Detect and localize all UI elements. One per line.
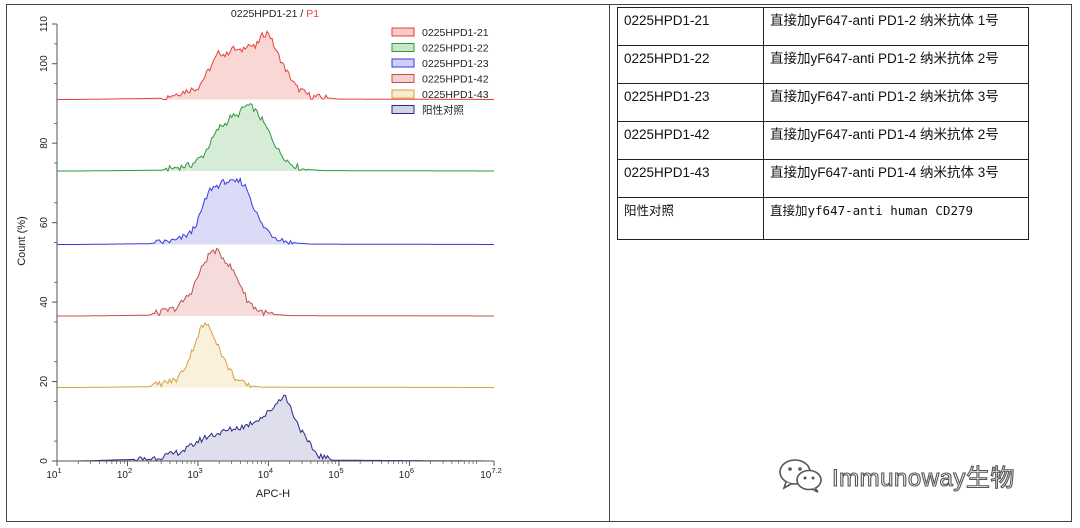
panel-divider <box>609 4 610 522</box>
y-tick-label: 60 <box>39 217 50 229</box>
series-line <box>57 321 494 389</box>
x-tick-label: 105 <box>328 466 343 481</box>
sample-cell: 阳性对照 <box>617 197 764 240</box>
legend-swatch <box>391 58 415 68</box>
series-fill <box>57 248 494 316</box>
sample-cell: 0225HPD1-42 <box>617 121 764 160</box>
plot-axes: 0 20 40 60 80 100 110 101 102 103 104 105 106 107.2 <box>39 16 502 481</box>
table-row: 0225HPD1-42 直接加yF647-anti PD1-4 纳米抗体 2号 <box>617 121 1029 160</box>
series-line <box>57 247 494 317</box>
sample-description-table: 0225HPD1-21 直接加yF647-anti PD1-2 纳米抗体 1号 0… <box>617 7 1029 240</box>
y-axis-label: Count (%) <box>16 216 28 266</box>
table-row: 0225HPD1-23 直接加yF647-anti PD1-2 纳米抗体 3号 <box>617 83 1029 122</box>
series-line <box>57 30 494 100</box>
description-cell: 直接加yF647-anti PD1-4 纳米抗体 2号 <box>763 121 1029 160</box>
legend-label: 阳性对照 <box>422 104 464 117</box>
series-line <box>57 102 494 173</box>
description-cell: 直接加yF647-anti PD1-4 纳米抗体 3号 <box>763 159 1029 198</box>
description-cell: 直接加yF647-anti PD1-2 纳米抗体 3号 <box>763 83 1029 122</box>
sample-cell: 0225HPD1-43 <box>617 159 764 198</box>
y-tick-label: 80 <box>39 137 50 149</box>
table-row: 阳性对照 直接加yf647-anti human CD279 <box>617 197 1029 240</box>
series-fill <box>57 31 494 100</box>
watermark-text: Immunoway生物 <box>831 464 1015 492</box>
chart-legend: 0225HPD1-21 0225HPD1-22 0225HPD1-23 0225HPD… <box>391 27 489 117</box>
series-fill <box>57 178 494 245</box>
x-axis-label: APC-H <box>256 488 290 500</box>
sample-cell: 0225HPD1-22 <box>617 45 764 84</box>
table-row: 0225HPD1-21 直接加yF647-anti PD1-2 纳米抗体 1号 <box>617 7 1029 46</box>
y-tick-label: 40 <box>39 296 50 308</box>
table-row: 0225HPD1-22 直接加yF647-anti PD1-2 纳米抗体 2号 <box>617 45 1029 84</box>
description-cell: 直接加yf647-anti human CD279 <box>763 197 1029 240</box>
legend-swatch <box>391 105 415 114</box>
sample-cell: 0225HPD1-23 <box>617 83 764 122</box>
y-tick-label: 110 <box>39 16 50 32</box>
legend-label: 0225HPD1-22 <box>422 43 489 55</box>
series-fill <box>57 322 494 388</box>
histogram-chart: 0225HPD1-21 / P1 0 20 40 60 80 100 110 101 102 10… <box>16 8 502 500</box>
legend-label: 0225HPD1-43 <box>422 89 489 101</box>
y-tick-label: 0 <box>39 458 50 464</box>
legend-swatch <box>391 89 415 99</box>
table-row: 0225HPD1-43 直接加yF647-anti PD1-4 纳米抗体 3号 <box>617 159 1029 198</box>
legend-swatch <box>391 43 415 52</box>
x-tick-label: 102 <box>117 466 132 481</box>
legend-swatch <box>391 27 415 37</box>
legend-label: 0225HPD1-21 <box>422 27 489 39</box>
y-tick-label: 100 <box>39 55 50 72</box>
legend-label: 0225HPD1-42 <box>422 74 489 86</box>
chart-title: 0225HPD1-21 / P1 <box>231 8 319 20</box>
series-fill <box>57 103 494 171</box>
series-line <box>57 176 494 246</box>
y-tick-label: 20 <box>39 376 50 388</box>
legend-label: 0225HPD1-23 <box>422 58 489 70</box>
x-tick-label: 104 <box>258 466 273 481</box>
series-fill <box>57 395 494 461</box>
plot-series <box>57 30 494 462</box>
wechat-icon <box>779 459 822 493</box>
x-tick-label: 103 <box>187 466 202 481</box>
x-tick-label: 106 <box>399 466 414 481</box>
x-tick-label: 107.2 <box>480 466 502 481</box>
description-cell: 直接加yF647-anti PD1-2 纳米抗体 1号 <box>763 7 1029 46</box>
watermark: Immunoway生物 <box>778 455 1015 495</box>
description-cell: 直接加yF647-anti PD1-2 纳米抗体 2号 <box>763 45 1029 84</box>
x-tick-label: 101 <box>46 466 61 481</box>
sample-cell: 0225HPD1-21 <box>617 7 764 46</box>
legend-swatch <box>391 74 415 83</box>
